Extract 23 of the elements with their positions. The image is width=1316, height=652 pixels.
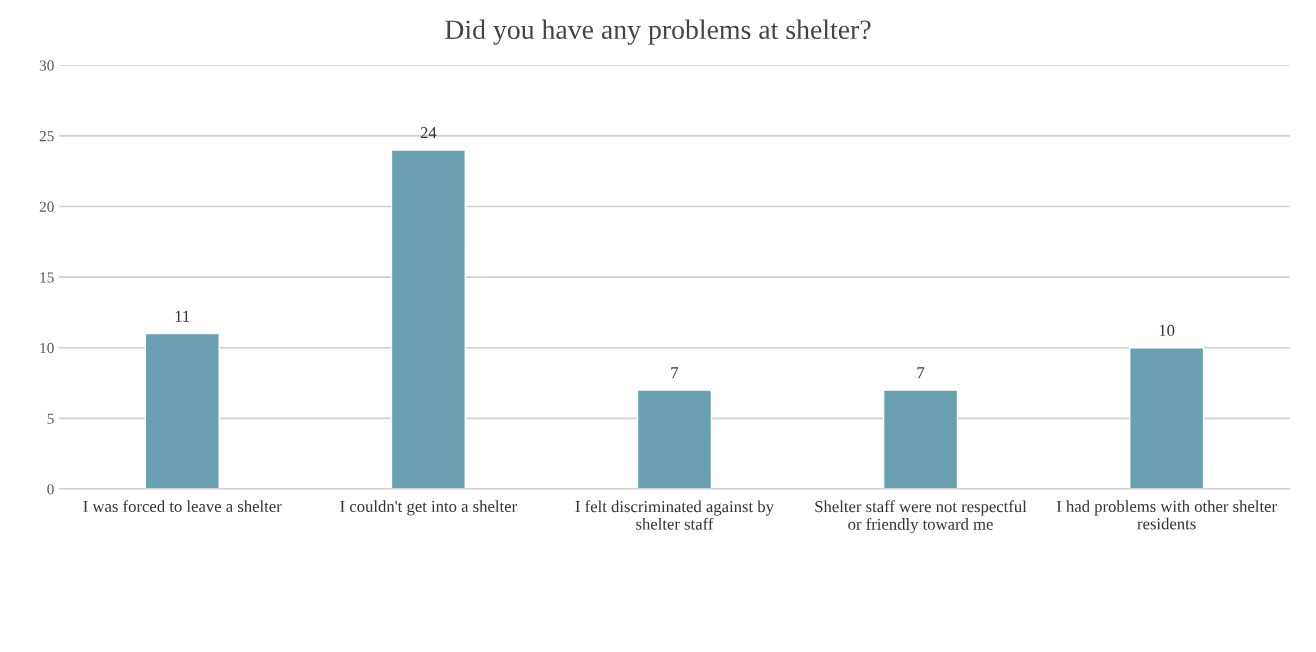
x-tick-label: Shelter staff were not respectful or friendly toward me <box>815 500 1027 534</box>
bar <box>882 389 959 489</box>
data-label: 7 <box>671 367 679 379</box>
y-tick-label: 25 <box>39 131 54 142</box>
chart-title: Did you have any problems at shelter? <box>445 19 871 45</box>
x-tick-label: I couldn't get into a shelter <box>340 500 517 516</box>
x-tick-label: I felt discriminated against by shelter staff <box>575 500 774 530</box>
y-tick-label: 15 <box>40 272 54 283</box>
x-tick-label: I had problems with other shelter residents <box>1056 500 1277 530</box>
data-label: 24 <box>420 127 437 139</box>
y-tick-label: 30 <box>39 60 54 71</box>
x-tick-label: I was forced to leave a shelter <box>83 500 282 513</box>
bar <box>636 389 713 489</box>
data-label: 10 <box>1159 324 1175 337</box>
y-tick-label: 5 <box>47 413 54 424</box>
y-tick-label: 20 <box>39 201 54 212</box>
data-label: 7 <box>917 367 925 379</box>
bar <box>390 149 466 489</box>
data-label: 11 <box>175 310 190 322</box>
bar <box>144 332 220 489</box>
bar <box>1129 347 1205 489</box>
y-tick-label: 10 <box>40 342 54 354</box>
y-tick-label: 0 <box>47 484 54 495</box>
